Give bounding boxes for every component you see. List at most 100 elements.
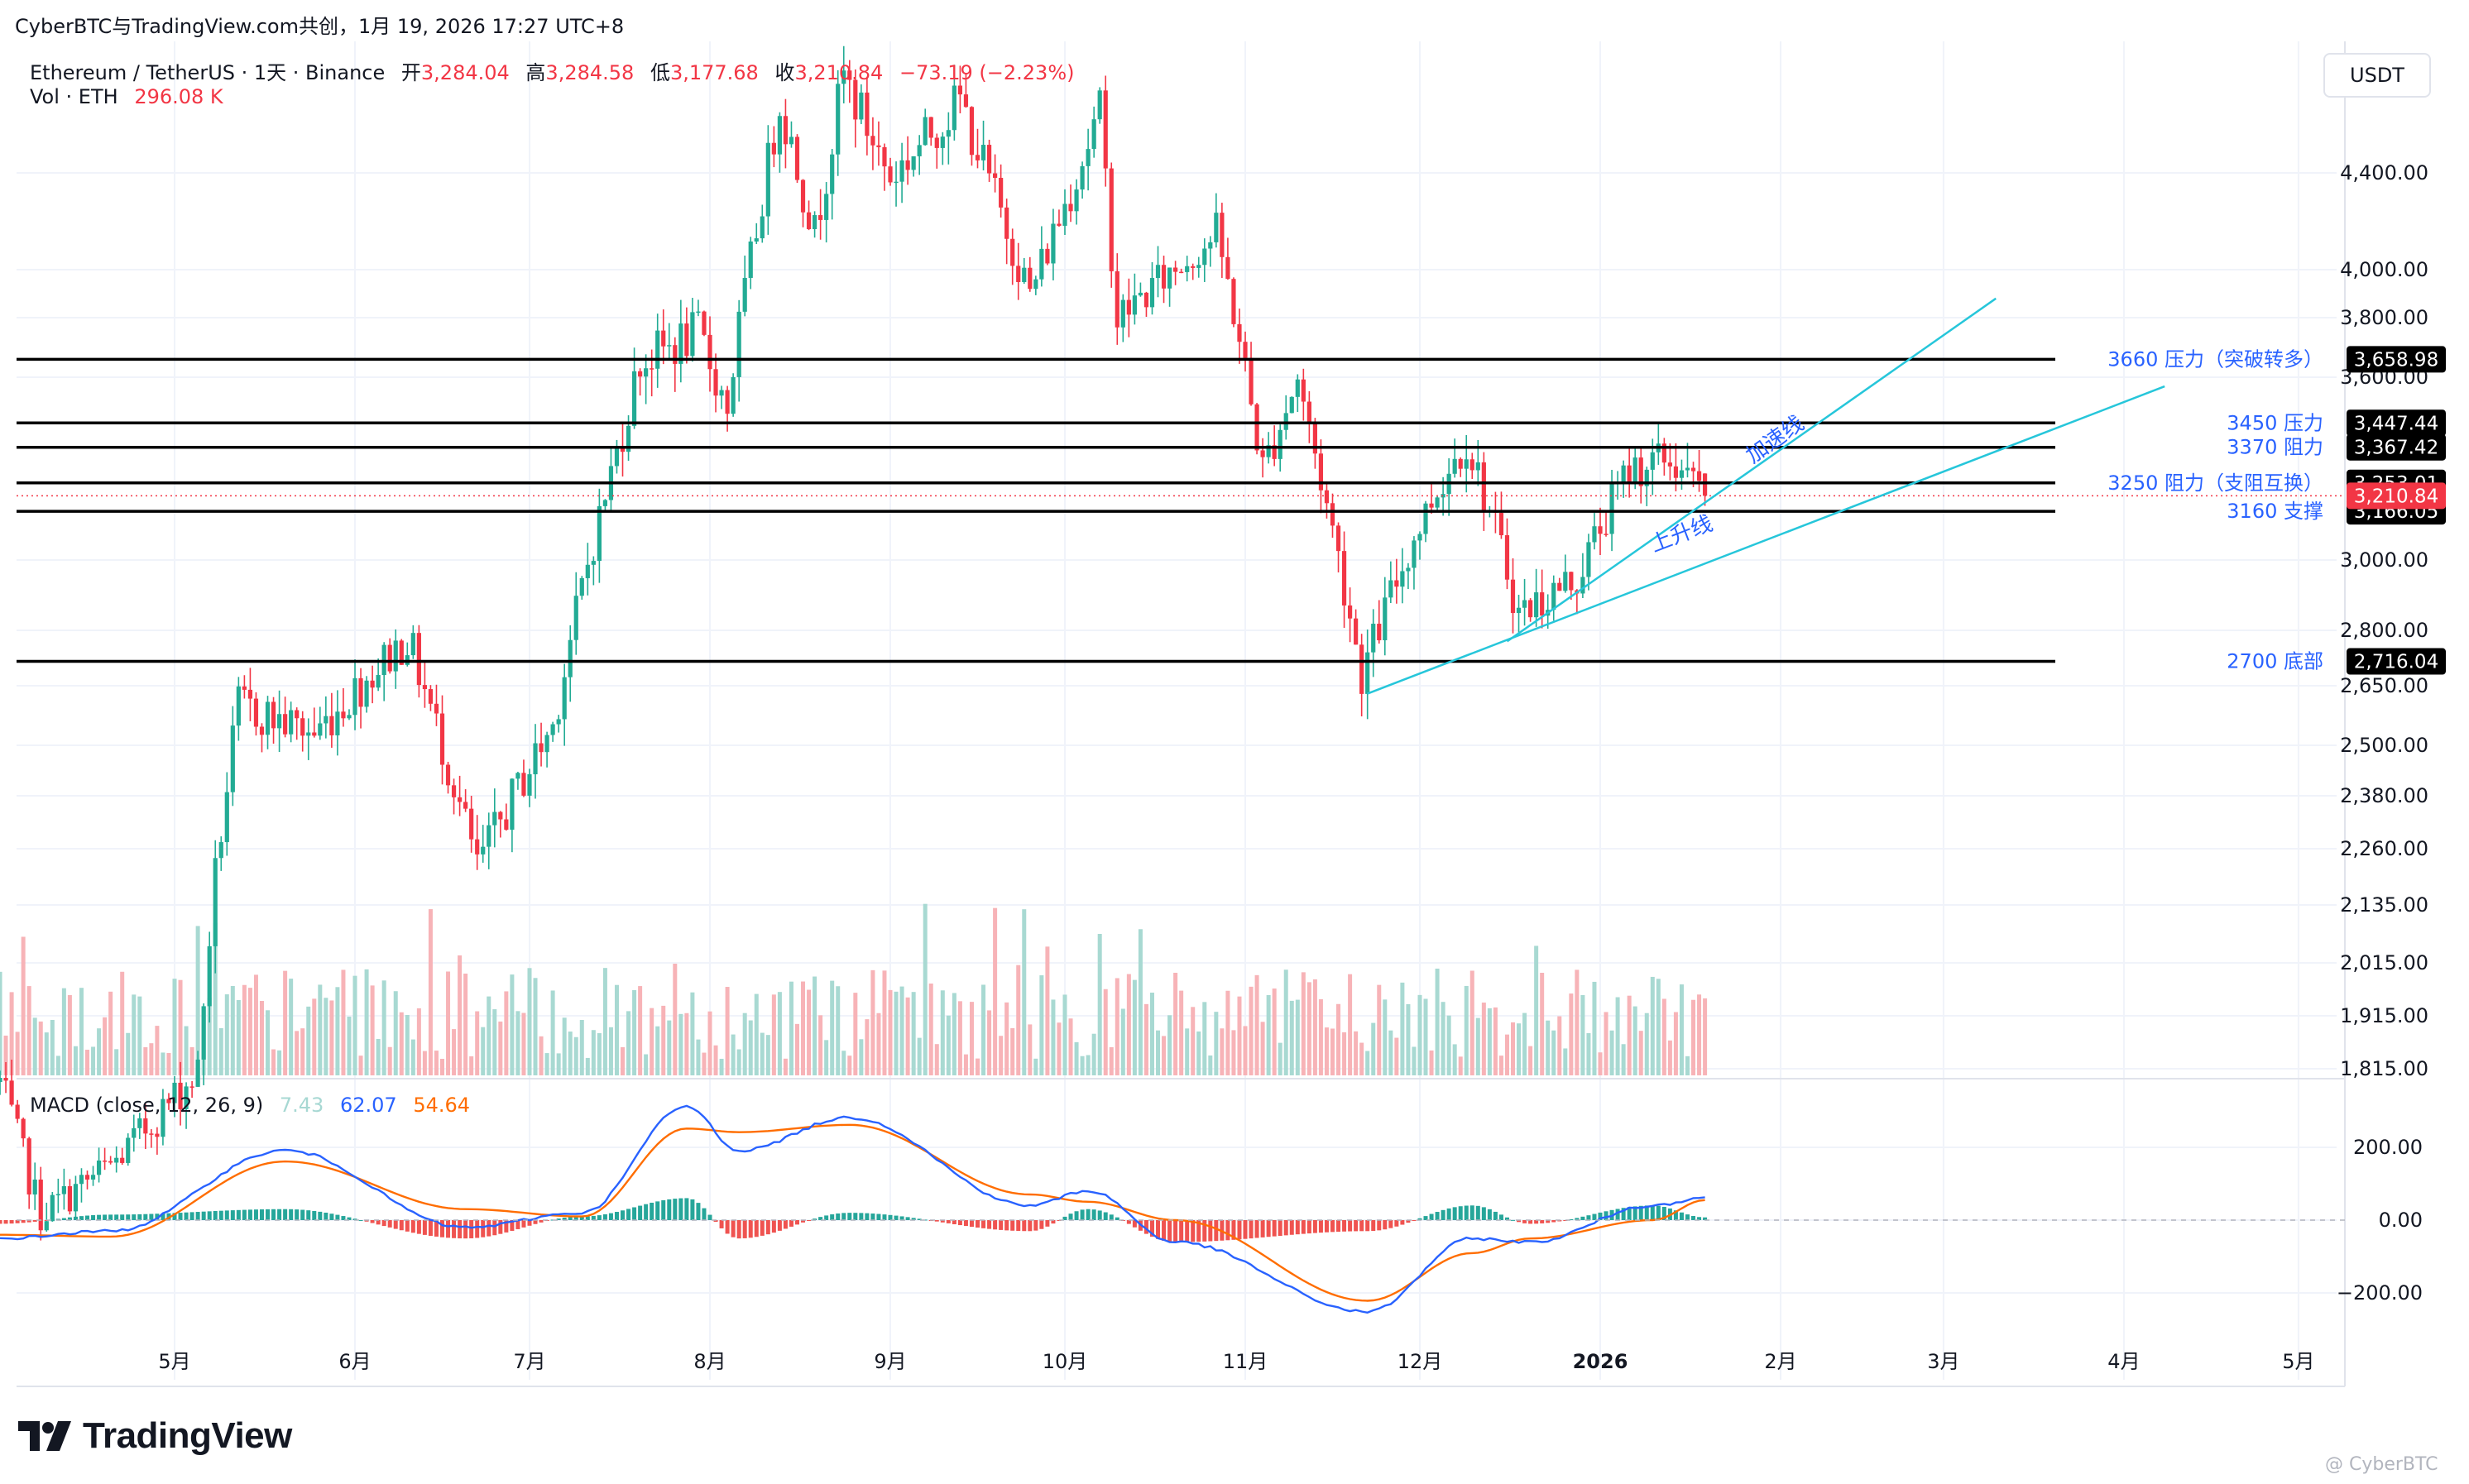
macd-hist-bar <box>847 1213 852 1220</box>
volume-bar <box>1522 1012 1527 1075</box>
candle-body <box>1185 266 1190 272</box>
volume-bar <box>911 992 916 1075</box>
candle-body <box>1673 466 1679 478</box>
volume-bar <box>1295 999 1300 1075</box>
volume-bar <box>324 998 328 1075</box>
candle-body <box>428 689 434 704</box>
candle-body <box>993 173 998 178</box>
volume-bar <box>416 1008 421 1075</box>
tradingview-logo[interactable]: TradingView <box>18 1411 292 1461</box>
volume-bar <box>1673 1012 1678 1075</box>
macd-hist-bar <box>1592 1214 1597 1220</box>
macd-hist-bar <box>1249 1220 1254 1239</box>
price-tag: 2,716.04 <box>2354 652 2438 673</box>
macd-hist-bar <box>1446 1208 1451 1220</box>
macd-hist-bar <box>1283 1220 1288 1236</box>
macd-hist-bar <box>422 1220 427 1235</box>
volume-bar <box>475 1011 480 1075</box>
candle-body <box>1667 462 1672 467</box>
macd-hist-bar <box>1051 1220 1056 1224</box>
macd-hist-bar <box>155 1214 160 1220</box>
macd-axis-tick: 0.00 <box>2379 1209 2423 1232</box>
candle-body <box>352 677 357 716</box>
candle-body <box>1237 323 1242 342</box>
volume-bar <box>85 1050 90 1075</box>
volume-bar <box>1528 1046 1533 1075</box>
macd-hist-bar <box>1673 1210 1678 1220</box>
volume-bar <box>1452 1044 1457 1075</box>
macd-hist-bar <box>754 1220 759 1237</box>
macd-hist-bar <box>318 1211 323 1220</box>
volume-bar <box>289 979 294 1075</box>
macd-hist-bar <box>731 1220 736 1237</box>
volume-bar <box>0 971 2 1075</box>
candle-body <box>1249 357 1254 405</box>
volume-bar <box>1598 1052 1603 1075</box>
volume-bar <box>1132 979 1137 1075</box>
macd-hist-bar <box>1452 1207 1457 1220</box>
macd-hist-bar <box>1371 1220 1376 1232</box>
candle-body <box>1138 292 1143 296</box>
macd-hist-bar <box>364 1220 369 1222</box>
volume-bar <box>1173 972 1178 1075</box>
candle-body <box>702 311 707 335</box>
candle-body <box>824 194 829 220</box>
volume-bar <box>149 1043 154 1075</box>
macd-hist-bar <box>952 1220 956 1224</box>
macd-hist-bar <box>1377 1220 1382 1231</box>
macd-hist-bar <box>999 1220 1004 1230</box>
level-label: 3250 阻力（支阻互换） <box>2107 472 2323 495</box>
candle-body <box>812 215 817 229</box>
macd-legend[interactable]: MACD (close, 12, 26, 9) 7.43 62.07 54.64 <box>30 1094 470 1117</box>
macd-hist-bar <box>783 1220 788 1229</box>
volume-bar <box>765 1035 770 1075</box>
macd-hist-bar <box>15 1220 20 1223</box>
symbol-legend[interactable]: Ethereum / TetherUS · 1天 · Binance 开3,28… <box>30 56 1075 85</box>
candle-body <box>521 773 526 796</box>
macd-hist-bar <box>719 1220 724 1228</box>
macd-hist-bar <box>1214 1220 1219 1242</box>
volume-bar <box>1039 975 1044 1075</box>
candle-body <box>253 698 259 727</box>
macd-hist-bar <box>1266 1220 1271 1237</box>
volume-bar <box>143 1047 148 1075</box>
candle-body <box>132 1127 137 1138</box>
volume-bar <box>731 1034 736 1075</box>
currency-button[interactable]: USDT <box>2323 53 2431 98</box>
candle-body <box>1335 525 1341 552</box>
candle-body <box>1638 457 1643 486</box>
candle-body <box>859 92 864 120</box>
time-axis-tick: 4月 <box>2107 1350 2140 1373</box>
macd-hist-bar <box>201 1211 206 1220</box>
candle-body <box>928 117 933 138</box>
price-axis-tick: 3,800.00 <box>2340 306 2428 329</box>
volume-bar <box>481 1027 486 1075</box>
macd-hist-bar <box>399 1220 404 1231</box>
volume-bar <box>306 1006 311 1075</box>
volume-bar <box>103 1017 108 1075</box>
volume-bar <box>876 1012 881 1075</box>
macd-hist-bar <box>917 1218 922 1220</box>
candle-body <box>1312 421 1317 454</box>
volume-bar <box>928 984 933 1075</box>
macd-hist-bar <box>1604 1211 1608 1220</box>
candle-body <box>149 1133 154 1135</box>
time-axis-tick: 8月 <box>693 1350 726 1373</box>
volume-bar <box>1446 1015 1451 1075</box>
volume-legend[interactable]: Vol · ETH 296.08 K <box>30 85 223 108</box>
macd-hist-bar <box>1028 1220 1033 1232</box>
volume-bar <box>393 991 398 1075</box>
candle-body <box>84 1175 90 1180</box>
volume-bar <box>1091 1033 1096 1075</box>
candle-body <box>963 94 969 108</box>
volume-bar <box>981 984 986 1075</box>
candle-body <box>1208 242 1213 249</box>
candle-body <box>3 1078 8 1081</box>
price-axis-tick: 2,135.00 <box>2340 893 2428 917</box>
level-label: 3370 阻力 <box>2227 436 2323 459</box>
candle-body <box>1214 213 1219 242</box>
macd-hist-bar <box>1010 1220 1015 1231</box>
candle-body <box>487 825 491 847</box>
volume-bar <box>736 1049 741 1075</box>
